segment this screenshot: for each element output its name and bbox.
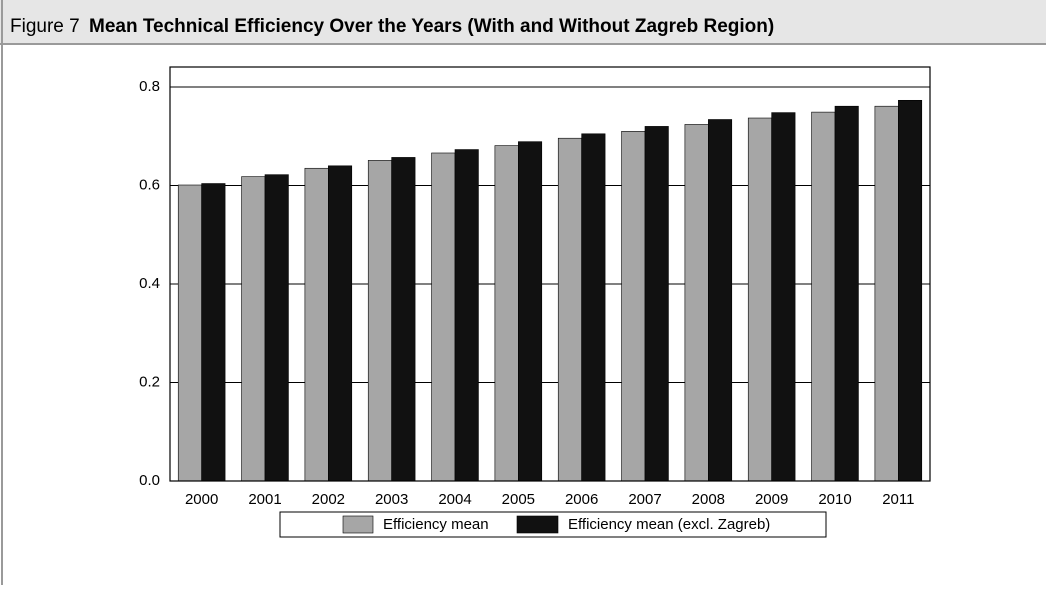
x-tick-label: 2009 [755,491,788,508]
bar [834,105,859,482]
x-tick-label: 2011 [882,491,914,508]
bar [747,117,772,482]
header-band [0,0,1046,44]
bar [264,174,289,482]
x-tick-label: 2002 [312,491,345,508]
x-tick-label: 2008 [692,491,725,508]
x-tick-label: 2010 [818,491,851,508]
bar [898,99,923,482]
x-tick-label: 2003 [375,491,408,508]
bar [454,149,479,482]
bar [581,133,606,482]
bar [621,131,646,482]
bar [391,157,416,482]
bar [811,111,836,482]
x-tick-label: 2004 [438,491,471,508]
x-tick-label: 2006 [565,491,598,508]
y-tick-label: 0.0 [139,472,160,489]
bar [518,141,543,482]
bar [201,183,226,482]
y-tick-label: 0.6 [139,176,160,193]
bar [708,119,733,482]
bar [494,145,519,482]
bar [304,167,329,482]
y-tick-label: 0.4 [139,275,160,292]
bar [771,112,796,482]
bar [177,184,202,482]
x-tick-label: 2001 [248,491,281,508]
bar [241,176,266,482]
legend-label: Efficiency mean (excl. Zagreb) [568,516,770,533]
legend-swatch [516,515,559,534]
figure-label: Figure 7 [10,16,80,37]
bar [644,126,669,482]
legend-swatch [342,515,374,534]
bar [684,124,709,482]
plot-frame [169,66,931,482]
y-tick-label: 0.8 [139,78,160,95]
bar [367,160,392,482]
legend-label: Efficiency mean [383,516,489,533]
bar [557,137,582,482]
x-tick-label: 2005 [502,491,535,508]
bar [431,152,456,482]
bar [874,105,899,482]
x-tick-label: 2000 [185,491,218,508]
y-tick-label: 0.2 [139,373,160,390]
chart-title: Mean Technical Efficiency Over the Years… [89,16,774,37]
x-tick-label: 2007 [628,491,661,508]
bar [328,165,353,482]
